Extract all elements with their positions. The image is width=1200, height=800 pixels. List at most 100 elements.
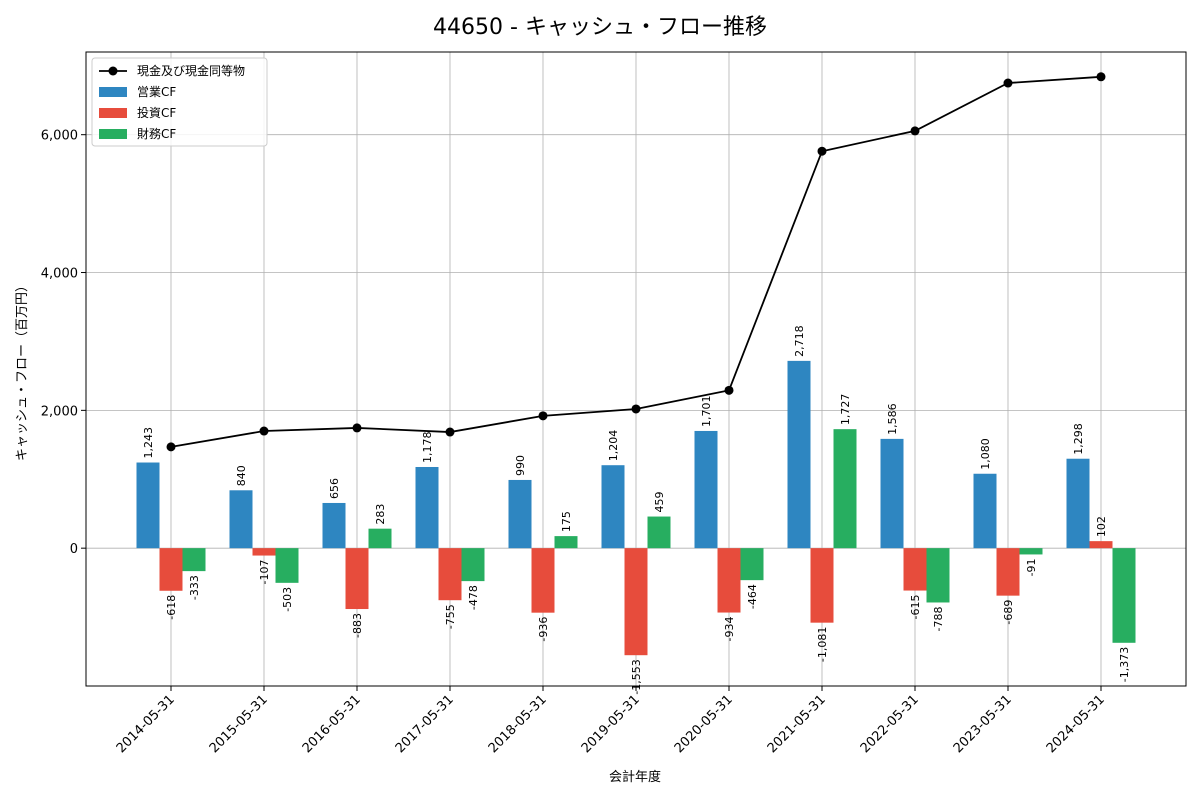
bar-value-label: 1,080 (979, 438, 992, 470)
bar-2-8 (926, 548, 950, 603)
cash-point (631, 404, 641, 414)
x-tick-label: 2023-05-31 (951, 692, 1015, 756)
bar-1-5 (624, 548, 648, 656)
cash-point (352, 423, 362, 433)
bar-2-5 (647, 516, 671, 549)
cash-point (910, 126, 920, 136)
bar-1-3 (438, 548, 462, 601)
bar-1-0 (159, 548, 183, 591)
legend-label: 財務CF (137, 126, 176, 141)
bar-value-label: 2,718 (793, 325, 806, 357)
y-tick-label: 4,000 (41, 267, 78, 282)
bar-value-label: -107 (258, 560, 271, 585)
bar-value-label: -883 (351, 613, 364, 638)
x-tick-label: 2014-05-31 (114, 692, 178, 756)
bar-value-label: 283 (374, 504, 387, 525)
x-tick-label: 2018-05-31 (486, 692, 550, 756)
cash-point (166, 442, 176, 452)
cash-point (538, 411, 548, 421)
bar-0-10 (1066, 458, 1090, 549)
bar-value-label: -934 (723, 617, 736, 642)
bar-0-1 (229, 490, 253, 549)
cash-point (724, 385, 734, 395)
bar-0-7 (787, 360, 811, 549)
bar-value-label: 656 (328, 478, 341, 499)
bar-0-9 (973, 473, 997, 549)
bar-2-7 (833, 429, 857, 549)
data-labels: 1,243 840 656 1,178 990 1,204 1,701 2,718 1,586 1… (142, 325, 1131, 694)
x-tick-label: 2024-05-31 (1044, 692, 1108, 756)
bar-0-2 (322, 502, 346, 549)
legend-label: 現金及び現金同等物 (137, 63, 245, 78)
bar-value-label: -333 (188, 575, 201, 600)
bar-value-label: -478 (467, 585, 480, 610)
y-axis-label: キャッシュ・フロー（百万円） (15, 279, 30, 461)
bar-value-label: -1,373 (1118, 647, 1131, 682)
bar-value-label: -689 (1002, 600, 1015, 625)
bar-2-10 (1112, 548, 1136, 643)
bar-value-label: -936 (537, 617, 550, 642)
bar-0-5 (601, 465, 625, 549)
cash-point (445, 427, 455, 437)
x-tick-label: 2022-05-31 (858, 692, 922, 756)
bar-1-7 (810, 548, 834, 623)
bar-2-9 (1019, 548, 1043, 555)
y-axis: 0 2,000 4,000 6,000 (41, 129, 86, 557)
bar-1-1 (252, 548, 276, 556)
y-tick-label: 2,000 (41, 404, 78, 419)
x-tick-label: 2017-05-31 (393, 692, 457, 756)
bar-2-3 (461, 548, 485, 582)
legend-label: 営業CF (137, 85, 176, 99)
bar-value-label: -755 (444, 604, 457, 629)
bar-1-9 (996, 548, 1020, 596)
bar-0-0 (136, 462, 160, 549)
y-tick-label: 0 (70, 542, 78, 557)
bar-value-label: 1,178 (421, 431, 434, 463)
bar-value-label: 1,727 (839, 394, 852, 426)
legend-box (91, 57, 268, 147)
cash-line (166, 72, 1106, 452)
legend-label: 投資CF (137, 105, 176, 120)
cash-point (1096, 72, 1106, 82)
bar-2-0 (182, 548, 206, 572)
bar-0-4 (508, 479, 532, 549)
cash-point (817, 146, 827, 156)
x-axis-label: 会計年度 (609, 769, 661, 785)
y-tick-label: 6,000 (41, 129, 78, 144)
chart-title: 44650 - キャッシュ・フロー推移 (433, 15, 767, 40)
bar-value-label: -618 (165, 595, 178, 620)
bar-1-10 (1089, 541, 1113, 549)
bar-value-label: 175 (560, 511, 573, 532)
cash-point (259, 426, 269, 436)
bar-value-label: -788 (932, 606, 945, 631)
x-tick-label: 2019-05-31 (579, 692, 643, 756)
bar-1-2 (345, 548, 369, 610)
bar-value-label: -91 (1025, 558, 1038, 576)
legend-swatch (99, 108, 127, 118)
legend-swatch (99, 129, 127, 139)
bar-value-label: -615 (909, 595, 922, 620)
bar-1-8 (903, 548, 927, 591)
bar-value-label: 1,586 (886, 403, 899, 435)
bar-value-label: 840 (235, 465, 248, 486)
bar-2-2 (368, 528, 392, 549)
bar-2-4 (554, 536, 578, 549)
legend-swatch (99, 87, 127, 97)
bar-value-label: 1,204 (607, 430, 620, 462)
bar-value-label: -1,081 (816, 627, 829, 662)
bar-1-6 (717, 548, 741, 613)
x-tick-label: 2021-05-31 (765, 692, 829, 756)
x-tick-label: 2016-05-31 (300, 692, 364, 756)
bar-value-label: -464 (746, 584, 759, 609)
bar-value-label: -503 (281, 587, 294, 612)
bar-value-label: 459 (653, 492, 666, 513)
legend-marker (108, 66, 118, 76)
bar-2-1 (275, 548, 299, 583)
bar-0-8 (880, 438, 904, 549)
bar-value-label: 1,243 (142, 427, 155, 459)
bar-value-label: 102 (1095, 516, 1108, 537)
x-tick-label: 2015-05-31 (207, 692, 271, 756)
bar-value-label: 1,701 (700, 395, 713, 427)
